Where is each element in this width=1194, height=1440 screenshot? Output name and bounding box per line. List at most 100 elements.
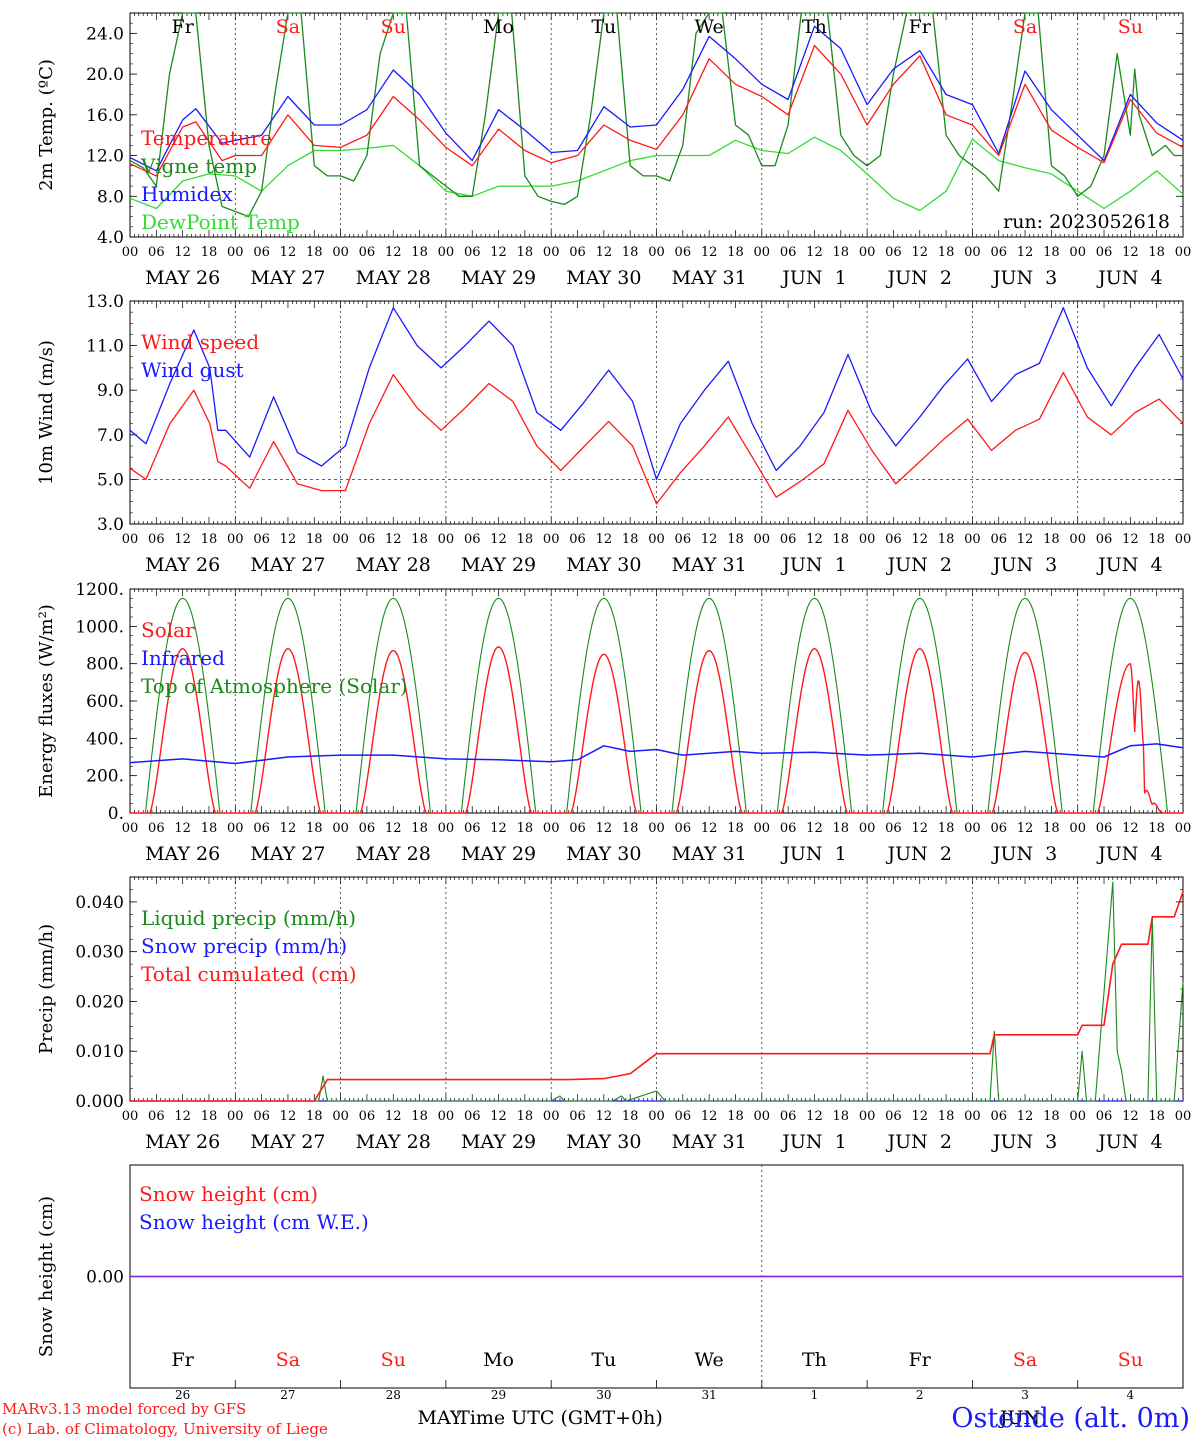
panel-2-date-label: MAY 30 <box>566 554 641 576</box>
panel-3-hour-label: 06 <box>148 821 165 836</box>
panel-3-hour-label: 00 <box>754 821 771 836</box>
snow-day-number: 26 <box>175 1388 190 1402</box>
panel-3-y-axis-label: Energy fluxes (W/m²) <box>36 604 57 798</box>
panel-1-hour-label: 18 <box>517 245 534 260</box>
panel-4-date-label: MAY 29 <box>461 1131 536 1153</box>
snow-day-number: 27 <box>280 1388 295 1402</box>
panel-4-hour-label: 00 <box>122 1109 139 1124</box>
panel-2-hour-label: 00 <box>332 532 349 547</box>
panel-3-hour-label: 00 <box>438 821 455 836</box>
snow-day-number: 28 <box>386 1388 401 1402</box>
panel-1-hour-label: 00 <box>332 245 349 260</box>
panel-5-y-tick-label: 0.00 <box>86 1268 124 1288</box>
panel-3-date-label: MAY 28 <box>356 843 431 865</box>
panel-3-hour-label: 12 <box>1017 821 1034 836</box>
snow-weekday-label: Sa <box>1013 1349 1037 1371</box>
panel-3-date-label: MAY 31 <box>672 843 747 865</box>
temp-weekday-label: Fr <box>909 16 932 38</box>
footer-month-left: MAY <box>418 1407 463 1429</box>
flux-series-solar-line <box>130 646 1183 814</box>
panel-4-hour-label: 06 <box>885 1109 902 1124</box>
panel-3-hour-label: 12 <box>385 821 402 836</box>
panel-2-hour-label: 12 <box>911 532 928 547</box>
panel-1-hour-label: 00 <box>227 245 244 260</box>
flux-legend-2: Top of Atmosphere (Solar) <box>141 674 408 698</box>
panel-4-hour-label: 18 <box>201 1109 218 1124</box>
precip-legend-0: Liquid precip (mm/h) <box>141 906 356 930</box>
panel-2-hour-label: 12 <box>806 532 823 547</box>
temp-weekday-label: We <box>695 16 724 38</box>
flux-series-infrared-line <box>129 743 1184 765</box>
panel-3-hour-label: 00 <box>1069 821 1086 836</box>
panel-2-hour-label: 00 <box>227 532 244 547</box>
snow-legend-0: Snow height (cm) <box>139 1182 318 1206</box>
panel-3-hour-label: 00 <box>543 821 560 836</box>
panel-4-hour-label: 18 <box>411 1109 428 1124</box>
panel-2-hour-label: 06 <box>990 532 1007 547</box>
temp-weekday-label: Sa <box>1013 16 1037 38</box>
panel-2-date-label: MAY 27 <box>250 554 325 576</box>
panel-2-date-label: JUN 2 <box>886 554 952 576</box>
panel-1-hour-label: 00 <box>1175 245 1192 260</box>
panel-3-y-tick-label: 800. <box>86 655 124 675</box>
panel-3-hour-label: 18 <box>201 821 218 836</box>
panel-1-date-label: MAY 31 <box>672 267 747 289</box>
panel-3-date-label: MAY 26 <box>145 843 220 865</box>
panel-4-hour-label: 12 <box>701 1109 718 1124</box>
panel-4-hour-label: 12 <box>174 1109 191 1124</box>
panel-1-date-label: MAY 28 <box>356 267 431 289</box>
run-label: run: 2023052618 <box>1003 211 1170 233</box>
panel-4-hour-label: 18 <box>1148 1109 1165 1124</box>
panel-3-y-tick-label: 1000. <box>75 617 124 637</box>
panel-4-hour-label: 06 <box>359 1109 376 1124</box>
panel-1-hour-label: 00 <box>543 245 560 260</box>
wind-series-wind-speed-line <box>129 371 1184 505</box>
snow-weekday-label: Fr <box>172 1349 195 1371</box>
panel-4-date-label: MAY 27 <box>250 1131 325 1153</box>
panel-4-date-label: JUN 2 <box>886 1131 952 1153</box>
panel-2-hour-label: 06 <box>253 532 270 547</box>
panel-2-y-axis-label: 10m Wind (m/s) <box>36 340 57 485</box>
temp-series-humidex-line <box>129 25 1184 172</box>
panel-2-hour-label: 06 <box>569 532 586 547</box>
panel-2-hour-label: 06 <box>780 532 797 547</box>
snow-day-number: 3 <box>1021 1388 1029 1402</box>
panel-1-hour-label: 06 <box>569 245 586 260</box>
panel-2-hour-label: 12 <box>1017 532 1034 547</box>
snow-day-number: 31 <box>702 1388 717 1402</box>
panel-1-hour-label: 18 <box>833 245 850 260</box>
panel-3-hour-label: 12 <box>596 821 613 836</box>
temp-legend-2: Humidex <box>141 182 233 206</box>
panel-2-hour-label: 00 <box>543 532 560 547</box>
panel-4-hour-label: 06 <box>675 1109 692 1124</box>
panel-4-hour-label: 00 <box>543 1109 560 1124</box>
temp-weekday-label: Fr <box>172 16 195 38</box>
panel-1-hour-label: 12 <box>806 245 823 260</box>
snow-weekday-label: We <box>695 1349 724 1371</box>
panel-2-hour-label: 00 <box>648 532 665 547</box>
panel-1-hour-label: 18 <box>1148 245 1165 260</box>
panel-2-hour-label: 00 <box>754 532 771 547</box>
panel-3-y-tick-label: 0. <box>108 804 124 824</box>
panel-3-hour-label: 12 <box>490 821 507 836</box>
snow-weekday-label: Tu <box>591 1349 616 1371</box>
panel-4-hour-label: 00 <box>754 1109 771 1124</box>
panel-4-date-label: JUN 3 <box>991 1131 1057 1153</box>
panel-2-hour-label: 18 <box>201 532 218 547</box>
panel-1-date-label: JUN 1 <box>780 267 846 289</box>
panel-2-hour-label: 06 <box>1096 532 1113 547</box>
panel-4-date-label: MAY 31 <box>672 1131 747 1153</box>
temp-series-vigne-temp-line <box>129 12 1183 218</box>
panel-2-hour-label: 12 <box>1122 532 1139 547</box>
temp-weekday-label: Su <box>1118 16 1143 38</box>
panel-2-y-tick-label: 11.0 <box>86 337 124 357</box>
panel-4-hour-label: 00 <box>332 1109 349 1124</box>
panel-3-y-tick-label: 1200. <box>75 580 124 600</box>
panel-1-date-label: MAY 27 <box>250 267 325 289</box>
panel-4-hour-label: 06 <box>253 1109 270 1124</box>
panel-4-date-label: MAY 28 <box>356 1131 431 1153</box>
panel-2-y-tick-label: 13.0 <box>86 292 124 312</box>
panel-4-y-tick-label: 0.040 <box>75 893 124 913</box>
panel-1-hour-label: 00 <box>438 245 455 260</box>
panel-3-hour-label: 18 <box>517 821 534 836</box>
